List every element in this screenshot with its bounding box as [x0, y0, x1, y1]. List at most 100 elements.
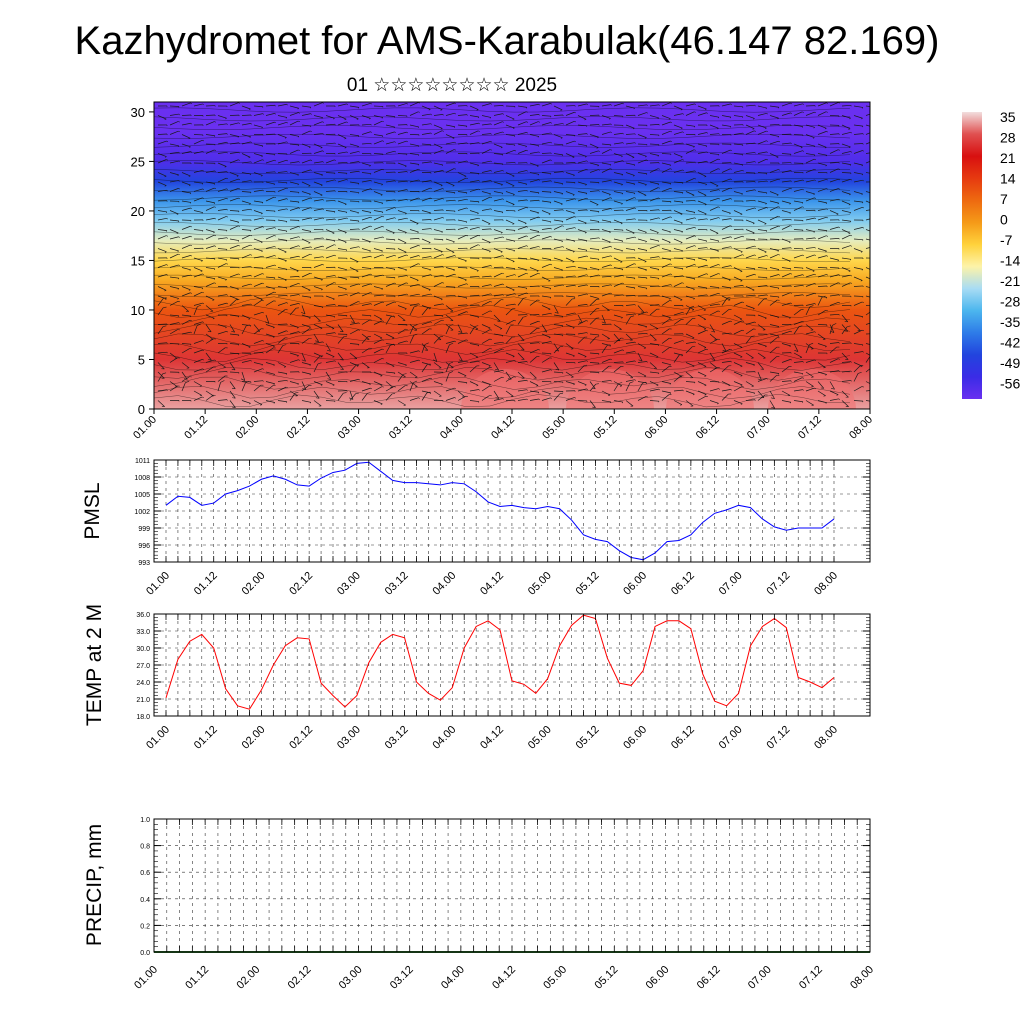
streamline — [154, 385, 851, 399]
wind-barb-flag — [231, 368, 236, 371]
wind-barb — [241, 325, 247, 335]
wind-barb — [505, 257, 515, 262]
wind-barb — [637, 181, 647, 186]
wind-barb — [457, 390, 466, 398]
streamline — [154, 204, 851, 210]
wind-barb — [397, 189, 407, 192]
wind-barb — [721, 187, 731, 192]
wind-barb-flag — [297, 383, 299, 385]
wind-barb — [505, 229, 515, 231]
wind-barb-flag — [694, 227, 696, 229]
wind-barb — [493, 170, 503, 173]
wind-barb-flag — [514, 135, 516, 137]
ytick-label: 1002 — [134, 509, 150, 516]
wind-barb-flag — [226, 123, 228, 125]
wind-barb-flag — [489, 193, 491, 195]
wind-barb — [229, 333, 239, 336]
wind-barb — [289, 161, 299, 164]
xtick-label: 06.12 — [695, 964, 723, 992]
wind-barb — [577, 209, 588, 211]
wind-barb-flag — [645, 241, 647, 243]
warm-patch — [566, 369, 654, 409]
wind-barb — [601, 333, 610, 339]
wind-barb — [469, 326, 476, 335]
wind-barb — [709, 206, 719, 211]
wind-barb-flag — [406, 131, 408, 134]
wind-barb — [277, 219, 287, 222]
wind-barb — [505, 336, 513, 344]
wind-barb — [457, 352, 463, 362]
wind-barb-flag — [320, 328, 323, 330]
wind-barb — [529, 229, 539, 232]
wind-barb-flag — [742, 285, 744, 287]
wind-barb-flag — [729, 116, 732, 119]
section-ytick-label: 5 — [138, 352, 145, 367]
wind-barb-flag — [621, 317, 623, 319]
wind-barb — [529, 390, 539, 393]
wind-barb — [241, 141, 251, 145]
wind-barb-flag — [634, 341, 636, 344]
wind-barb — [613, 381, 623, 387]
wind-barb — [529, 381, 539, 386]
wind-barb — [421, 343, 429, 351]
wind-barb — [709, 124, 719, 129]
wind-barb-flag — [718, 293, 720, 295]
wind-barb-flag — [645, 250, 648, 252]
wind-barb — [457, 311, 467, 316]
wind-barb — [769, 178, 779, 183]
streamline — [154, 367, 851, 381]
wind-barb — [541, 352, 552, 354]
wind-barb-flag — [369, 165, 371, 167]
colorbar-label: 0 — [1000, 212, 1008, 228]
wind-barb — [361, 387, 371, 392]
wind-barb — [733, 400, 743, 405]
wind-barb-flag — [442, 217, 444, 219]
wind-barb — [589, 352, 599, 355]
wind-barb-flag — [850, 179, 852, 181]
wind-barb — [469, 381, 479, 386]
wind-barb-flag — [802, 401, 804, 403]
wind-barb-flag — [213, 278, 216, 280]
wind-barb-flag — [630, 315, 635, 318]
wind-barb — [397, 314, 406, 321]
wind-barb — [493, 362, 499, 371]
wind-barb — [217, 382, 221, 392]
wind-barb-flag — [861, 173, 864, 176]
wind-barb-flag — [513, 194, 515, 196]
wind-barb-flag — [327, 378, 331, 380]
wind-barb-flag — [440, 128, 443, 130]
wind-barb-flag — [320, 384, 323, 386]
wind-barb — [217, 237, 227, 240]
wind-barb — [709, 333, 718, 341]
wind-barb-flag — [310, 107, 312, 109]
wind-barb-flag — [202, 321, 204, 323]
wind-barb — [781, 210, 791, 214]
wind-barb — [613, 349, 623, 354]
wind-barb-flag — [393, 316, 396, 318]
wind-barb-flag — [861, 117, 863, 120]
wind-barb — [673, 142, 683, 145]
wind-barb-flag — [681, 355, 683, 357]
xtick-label: 04.12 — [478, 724, 506, 752]
wind-barb — [757, 130, 767, 135]
wind-barb-flag — [178, 121, 180, 123]
wind-barb — [265, 371, 275, 375]
colorbar-label: 7 — [1000, 191, 1008, 207]
wind-barb — [205, 366, 214, 373]
wind-barb-flag — [670, 168, 672, 170]
wind-barb-flag — [163, 297, 167, 299]
ytick-label: 996 — [138, 543, 150, 550]
wind-barb — [805, 111, 815, 116]
wind-barb — [853, 227, 863, 230]
pmsl-grid — [154, 459, 870, 563]
wind-barb-flag — [449, 342, 454, 345]
wind-barb — [313, 172, 323, 176]
wind-barb — [445, 238, 455, 243]
xtick-label: 06.12 — [669, 724, 697, 752]
wind-barb-flag — [274, 255, 276, 257]
wind-barb — [625, 142, 635, 145]
wind-barb — [685, 362, 695, 367]
wind-barb-flag — [249, 136, 251, 138]
wind-barb — [577, 381, 587, 386]
wind-barb — [349, 283, 359, 287]
